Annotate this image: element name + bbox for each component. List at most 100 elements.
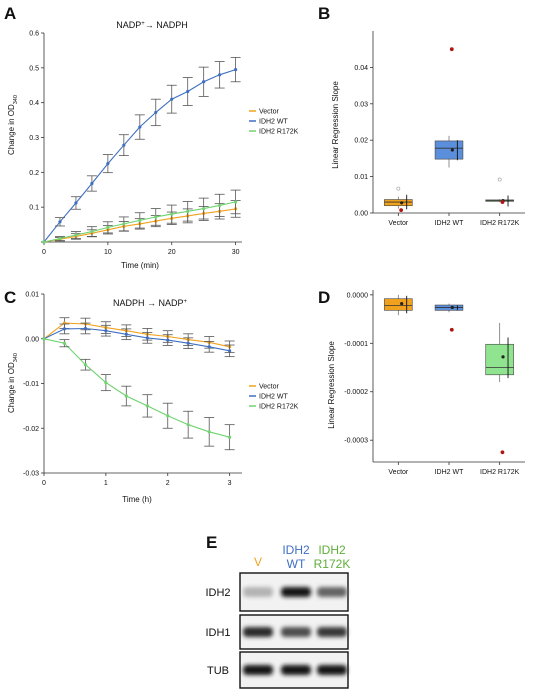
panel-a-y-tick-label: 0.3 bbox=[29, 135, 39, 142]
panel-d-box-idh2-r172k-mean bbox=[501, 355, 505, 359]
panel-a-series-idh2-r172k-point bbox=[218, 203, 222, 208]
panel-d-box-idh2-wt-mean bbox=[450, 305, 454, 310]
panel-a-y-tick-label: 0.5 bbox=[29, 65, 39, 72]
panel-a-series-idh2-wt-point bbox=[170, 97, 174, 101]
panel-c-legend-vector: Vector bbox=[259, 384, 280, 391]
panel-c-x-tick-label: 3 bbox=[228, 480, 232, 487]
panel-c-series-idh2-wt-point bbox=[207, 345, 211, 349]
panel-b-box-idh2-wt-rect bbox=[434, 140, 464, 160]
panel-d-plot: 0.0000 -0.0001 -0.0002 -0.0003 Vector IDH2 WT… bbox=[344, 290, 525, 476]
panel-b-y-axis-label: Linear Regression Slope bbox=[331, 81, 340, 169]
panel-d-box-vector-mean bbox=[400, 301, 404, 306]
panel-a-series-idh2-wt-point bbox=[186, 89, 190, 94]
panel-a-y-tick-label: 0.2 bbox=[29, 170, 39, 177]
panel-a-series-idh2-r172k-point bbox=[42, 240, 46, 244]
panel-a-y-axis-label: Change in OD340 bbox=[7, 95, 19, 155]
panel-c-x-tick-label: 0 bbox=[42, 480, 46, 487]
panel-c-series-idh2-r172k-line bbox=[43, 338, 230, 438]
blot-band-idh1-lane-3 bbox=[317, 627, 347, 637]
lane-label-2: IDH2 bbox=[282, 543, 310, 557]
panel-letter-d: D bbox=[318, 288, 330, 307]
panel-d-box-vector-rect bbox=[384, 298, 413, 311]
panel-c-series-idh2-r172k-point bbox=[62, 341, 67, 345]
panel-b-y-tick-label: 0.04 bbox=[354, 65, 368, 72]
panel-b: B 0.00 0.01 0.02 0.03 0.04 Vector IDH2 WT IDH2 … bbox=[318, 4, 525, 227]
blot-band-tub-lane-3 bbox=[317, 665, 347, 675]
panel-b-y-tick-label: 0.02 bbox=[354, 138, 368, 145]
blot-band-idh1-lane-1 bbox=[243, 627, 273, 637]
panel-a-plot: 0.1 0.2 0.3 0.4 0.5 0.6 0 10 20 30 Vector IDH2 WT ID… bbox=[29, 31, 298, 257]
panel-d-y-tick-label: -0.0001 bbox=[344, 341, 368, 348]
panel-c-series-idh2-wt-point bbox=[62, 327, 67, 331]
panel-b-y-tick-label: 0.00 bbox=[354, 211, 368, 218]
panel-b-x-tick-label: IDH2 WT bbox=[435, 220, 465, 227]
panel-c-series-idh2-wt-point bbox=[83, 326, 88, 331]
panel-d-x-tick-label: Vector bbox=[388, 469, 409, 476]
panel-d-x-tick-label: IDH2 R172K bbox=[480, 469, 520, 476]
panel-a-y-tick-label: 0.1 bbox=[29, 205, 39, 212]
panel-c-legend-idh2-r172k: IDH2 R172K bbox=[259, 404, 299, 411]
panel-a-title: NADP+→ NADPH bbox=[116, 20, 188, 30]
panel-a-series-idh2-r172k-point bbox=[138, 218, 142, 223]
panel-c-series-idh2-r172k-point bbox=[207, 430, 211, 434]
panel-c-series-idh2-wt-point bbox=[104, 329, 108, 333]
blot-label-idh1: IDH1 bbox=[205, 627, 230, 639]
panel-b-x-tick-label: Vector bbox=[388, 220, 409, 227]
blot-band-idh2-lane-1 bbox=[243, 587, 273, 597]
panel-a-series-idh2-r172k-point bbox=[154, 215, 158, 219]
panel-a-legend-vector: Vector bbox=[259, 109, 280, 116]
panel-c-series-vector-line bbox=[43, 322, 230, 348]
panel-a-y-tick-label: 0.4 bbox=[29, 100, 39, 107]
panel-a-series-idh2-wt-point bbox=[58, 220, 62, 224]
panel-a-series-idh2-r172k-point bbox=[58, 236, 62, 241]
panel-c: C NADPH → NADP+ -0.03 -0.02 -0.01 0.00 0.01 0… bbox=[4, 288, 299, 504]
panel-c-y-tick-label: 0.01 bbox=[25, 292, 39, 299]
panel-a-series-idh2-wt-point bbox=[234, 67, 238, 72]
panel-c-series-idh2-r172k-point bbox=[228, 435, 232, 439]
panel-d-y-tick-label: -0.0003 bbox=[344, 438, 368, 445]
panel-a-legend-idh2-wt: IDH2 WT bbox=[259, 119, 289, 126]
panel-c-series-idh2-wt-point bbox=[186, 341, 190, 345]
panel-c-series-idh2-r172k-point bbox=[186, 423, 190, 427]
panel-c-series-idh2-r172k-point bbox=[124, 394, 128, 398]
panel-c-series-idh2-wt-point bbox=[124, 332, 128, 336]
panel-a-series-idh2-wt-point bbox=[122, 143, 126, 147]
panel-c-series-idh2-wt-point bbox=[166, 338, 170, 342]
panel-a-series-idh2-r172k-point bbox=[202, 206, 206, 211]
blot-band-idh2-lane-2 bbox=[281, 587, 311, 597]
panel-d-y-tick-label: 0.0000 bbox=[347, 292, 369, 299]
panel-b-y-tick-label: 0.01 bbox=[354, 174, 368, 181]
blot-band-tub-lane-1 bbox=[243, 665, 273, 675]
panel-a-series-idh2-wt-point bbox=[90, 181, 94, 186]
panel-c-x-axis-label: Time (h) bbox=[122, 495, 152, 504]
panel-a-series-idh2-wt-point bbox=[138, 125, 142, 129]
panel-c-series-idh2-r172k-point bbox=[42, 337, 46, 341]
panel-c-series-idh2-r172k-point bbox=[145, 404, 149, 408]
panel-a-series-idh2-wt-point bbox=[218, 73, 222, 77]
panel-c-title: NADPH → NADP+ bbox=[113, 298, 188, 308]
panel-a-x-axis-label: Time (min) bbox=[121, 261, 159, 270]
panel-a-series-idh2-r172k-point bbox=[234, 200, 238, 204]
panel-c-plot: -0.03 -0.02 -0.01 0.00 0.01 0 1 2 3 Vector IDH2 WT… bbox=[23, 292, 299, 488]
panel-c-x-tick-label: 2 bbox=[166, 480, 170, 487]
blot-label-tub: TUB bbox=[207, 665, 229, 677]
panel-a-x-tick-label: 30 bbox=[232, 249, 240, 256]
panel-a-x-tick-label: 10 bbox=[104, 249, 112, 256]
panel-a-series-idh2-wt-point bbox=[74, 201, 78, 205]
lane-label-2-sub: WT bbox=[287, 557, 306, 571]
panel-c-y-tick-label: 0.00 bbox=[25, 336, 39, 343]
panel-c-series-idh2-wt-point bbox=[228, 349, 232, 353]
panel-c-series-idh2-r172k-point bbox=[166, 414, 170, 418]
panel-a: A NADP+→ NADPH 0.1 0.2 0.3 0.4 0.5 0.6 0 10 20 30… bbox=[4, 4, 299, 270]
panel-a-series-idh2-r172k-point bbox=[106, 225, 110, 229]
panel-letter-e: E bbox=[206, 533, 217, 552]
panel-b-box-vector-rect bbox=[384, 199, 413, 207]
panel-d-box-idh2-r172k-rect bbox=[485, 343, 514, 376]
panel-c-y-axis-label: Change in OD340 bbox=[7, 353, 19, 413]
panel-d-box-idh2-wt-outlier bbox=[449, 327, 454, 332]
panel-a-series-idh2-wt-point bbox=[202, 80, 206, 84]
blot-band-idh2-lane-3 bbox=[317, 587, 347, 597]
panel-c-series-idh2-wt-line bbox=[43, 327, 230, 352]
